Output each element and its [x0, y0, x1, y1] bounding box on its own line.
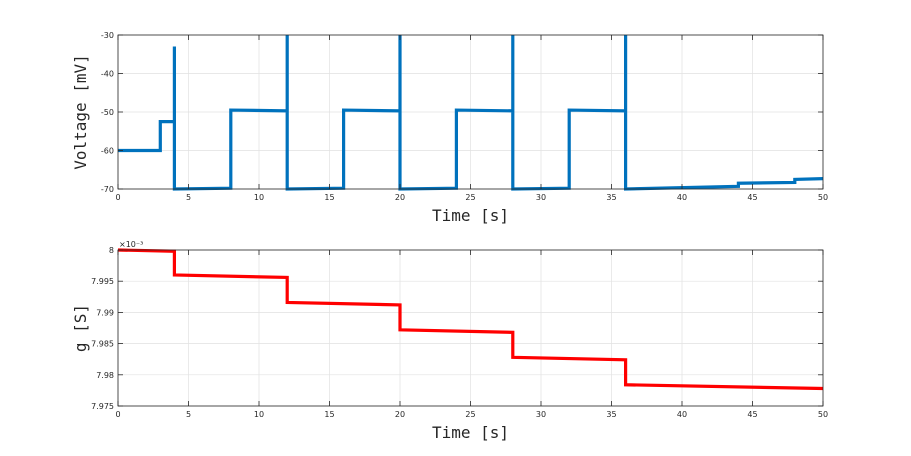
voltage-y-tick-label: -50 [101, 108, 114, 117]
voltage-x-tick-label: 25 [465, 193, 475, 202]
voltage-y-tick-label: -70 [101, 185, 114, 194]
voltage-x-tick-label: 0 [115, 193, 120, 202]
conductance-chart: 0 5 10 15 20 25 30 35 40 45 50 7.975 7.98 7.985 7.99 7.… [71, 240, 828, 442]
conductance-ticks: 0 5 10 15 20 25 30 35 40 45 50 7.975 7.98 7.985 7.99 7.… [91, 246, 828, 419]
voltage-y-tick-label: -30 [101, 31, 114, 40]
voltage-y-tick-label: -60 [101, 147, 114, 156]
conductance-x-tick-label: 0 [115, 410, 120, 419]
conductance-x-tick-label: 50 [818, 410, 828, 419]
voltage-x-tick-label: 45 [747, 193, 757, 202]
conductance-y-tick-label: 7.985 [91, 340, 114, 349]
voltage-grid [117, 34, 824, 190]
voltage-x-tick-label: 10 [254, 193, 264, 202]
voltage-x-tick-label: 30 [536, 193, 546, 202]
conductance-x-tick-label: 15 [324, 410, 334, 419]
voltage-x-axis-label: Time [s] [432, 206, 509, 225]
voltage-y-axis-label: Voltage [mV] [71, 54, 90, 170]
voltage-x-tick-label: 5 [186, 193, 191, 202]
conductance-series [117, 248, 824, 391]
conductance-x-tick-label: 45 [747, 410, 757, 419]
voltage-x-tick-label: 40 [677, 193, 687, 202]
conductance-x-tick-label: 40 [677, 410, 687, 419]
conductance-y-axis-label: g [S] [71, 304, 90, 352]
conductance-x-tick-label: 20 [395, 410, 405, 419]
conductance-series-line [117, 248, 824, 391]
voltage-x-tick-label: 50 [818, 193, 828, 202]
conductance-y-tick-label: 7.98 [96, 371, 114, 380]
conductance-x-tick-label: 30 [536, 410, 546, 419]
voltage-ticks: 0 5 10 15 20 25 30 35 40 45 50 -70 -60 -50 -40 -30 [101, 31, 828, 202]
conductance-y-tick-label: 7.99 [96, 308, 114, 317]
conductance-y-tick-label: 8 [109, 246, 114, 255]
conductance-x-tick-label: 35 [606, 410, 616, 419]
voltage-y-tick-label: -40 [101, 70, 114, 79]
conductance-y-exponent: ×10⁻³ [119, 240, 143, 249]
conductance-x-tick-label: 10 [254, 410, 264, 419]
voltage-x-tick-label: 20 [395, 193, 405, 202]
conductance-x-tick-label: 25 [465, 410, 475, 419]
voltage-x-tick-label: 35 [606, 193, 616, 202]
conductance-y-tick-label: 7.975 [91, 402, 114, 411]
voltage-chart: 0 5 10 15 20 25 30 35 40 45 50 -70 -60 -50 -40 -30 Time… [71, 31, 828, 225]
conductance-x-axis-label: Time [s] [432, 423, 509, 442]
conductance-x-tick-label: 5 [186, 410, 191, 419]
voltage-x-tick-label: 15 [324, 193, 334, 202]
conductance-y-tick-label: 7.995 [91, 277, 114, 286]
conductance-grid [117, 249, 824, 407]
